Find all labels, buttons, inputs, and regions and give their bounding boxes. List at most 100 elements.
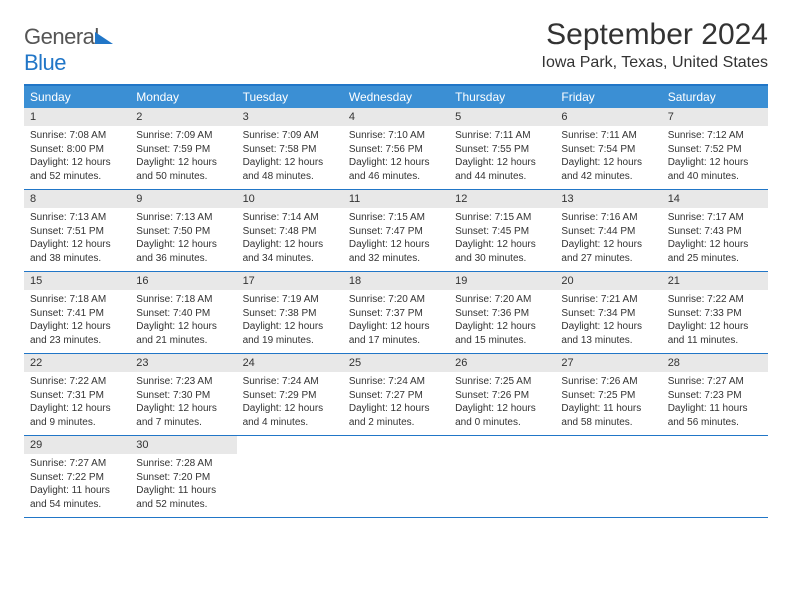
daylight-text-2: and 15 minutes.: [455, 334, 549, 348]
day-cell: 16Sunrise: 7:18 AMSunset: 7:40 PMDayligh…: [130, 272, 236, 353]
day-body: Sunrise: 7:15 AMSunset: 7:45 PMDaylight:…: [449, 208, 555, 271]
day-cell: 13Sunrise: 7:16 AMSunset: 7:44 PMDayligh…: [555, 190, 661, 271]
daylight-text-1: Daylight: 12 hours: [349, 238, 443, 252]
day-body: Sunrise: 7:08 AMSunset: 8:00 PMDaylight:…: [24, 126, 130, 189]
weekday-wed: Wednesday: [343, 86, 449, 108]
day-number: 6: [555, 108, 661, 126]
day-cell: 11Sunrise: 7:15 AMSunset: 7:47 PMDayligh…: [343, 190, 449, 271]
daylight-text-2: and 58 minutes.: [561, 416, 655, 430]
day-cell: [237, 436, 343, 517]
daylight-text-1: Daylight: 12 hours: [30, 320, 124, 334]
sunrise-text: Sunrise: 7:28 AM: [136, 457, 230, 471]
daylight-text-2: and 17 minutes.: [349, 334, 443, 348]
sunrise-text: Sunrise: 7:19 AM: [243, 293, 337, 307]
day-body: Sunrise: 7:18 AMSunset: 7:41 PMDaylight:…: [24, 290, 130, 353]
sunset-text: Sunset: 7:48 PM: [243, 225, 337, 239]
day-body: Sunrise: 7:13 AMSunset: 7:50 PMDaylight:…: [130, 208, 236, 271]
day-number: 11: [343, 190, 449, 208]
daylight-text-2: and 46 minutes.: [349, 170, 443, 184]
day-cell: 18Sunrise: 7:20 AMSunset: 7:37 PMDayligh…: [343, 272, 449, 353]
week-row: 22Sunrise: 7:22 AMSunset: 7:31 PMDayligh…: [24, 354, 768, 436]
daylight-text-1: Daylight: 11 hours: [136, 484, 230, 498]
day-body: Sunrise: 7:15 AMSunset: 7:47 PMDaylight:…: [343, 208, 449, 271]
day-body: Sunrise: 7:13 AMSunset: 7:51 PMDaylight:…: [24, 208, 130, 271]
day-number: 27: [555, 354, 661, 372]
day-number: 15: [24, 272, 130, 290]
weekday-fri: Friday: [555, 86, 661, 108]
day-number: 1: [24, 108, 130, 126]
day-number: 26: [449, 354, 555, 372]
day-body: Sunrise: 7:23 AMSunset: 7:30 PMDaylight:…: [130, 372, 236, 435]
week-row: 1Sunrise: 7:08 AMSunset: 8:00 PMDaylight…: [24, 108, 768, 190]
sunrise-text: Sunrise: 7:20 AM: [455, 293, 549, 307]
daylight-text-1: Daylight: 12 hours: [30, 238, 124, 252]
day-cell: 22Sunrise: 7:22 AMSunset: 7:31 PMDayligh…: [24, 354, 130, 435]
daylight-text-1: Daylight: 12 hours: [561, 156, 655, 170]
daylight-text-2: and 54 minutes.: [30, 498, 124, 512]
day-body: Sunrise: 7:11 AMSunset: 7:55 PMDaylight:…: [449, 126, 555, 189]
sunset-text: Sunset: 7:59 PM: [136, 143, 230, 157]
daylight-text-2: and 0 minutes.: [455, 416, 549, 430]
daylight-text-1: Daylight: 12 hours: [243, 402, 337, 416]
day-number: 17: [237, 272, 343, 290]
sunrise-text: Sunrise: 7:20 AM: [349, 293, 443, 307]
sunset-text: Sunset: 7:54 PM: [561, 143, 655, 157]
daylight-text-1: Daylight: 12 hours: [349, 402, 443, 416]
sunset-text: Sunset: 7:51 PM: [30, 225, 124, 239]
day-body: Sunrise: 7:20 AMSunset: 7:37 PMDaylight:…: [343, 290, 449, 353]
day-number: 2: [130, 108, 236, 126]
sunset-text: Sunset: 7:44 PM: [561, 225, 655, 239]
sunrise-text: Sunrise: 7:08 AM: [30, 129, 124, 143]
logo-text-2: Blue: [24, 50, 66, 75]
daylight-text-2: and 36 minutes.: [136, 252, 230, 266]
daylight-text-1: Daylight: 12 hours: [243, 238, 337, 252]
day-cell: 25Sunrise: 7:24 AMSunset: 7:27 PMDayligh…: [343, 354, 449, 435]
daylight-text-1: Daylight: 12 hours: [561, 320, 655, 334]
sunset-text: Sunset: 7:30 PM: [136, 389, 230, 403]
logo: General Blue: [24, 18, 113, 76]
day-cell: 27Sunrise: 7:26 AMSunset: 7:25 PMDayligh…: [555, 354, 661, 435]
sunset-text: Sunset: 7:37 PM: [349, 307, 443, 321]
day-number: 10: [237, 190, 343, 208]
sunrise-text: Sunrise: 7:16 AM: [561, 211, 655, 225]
day-body: Sunrise: 7:16 AMSunset: 7:44 PMDaylight:…: [555, 208, 661, 271]
day-cell: 28Sunrise: 7:27 AMSunset: 7:23 PMDayligh…: [662, 354, 768, 435]
sunrise-text: Sunrise: 7:22 AM: [30, 375, 124, 389]
day-body: Sunrise: 7:24 AMSunset: 7:27 PMDaylight:…: [343, 372, 449, 435]
sunset-text: Sunset: 7:47 PM: [349, 225, 443, 239]
day-cell: [449, 436, 555, 517]
sunset-text: Sunset: 7:26 PM: [455, 389, 549, 403]
daylight-text-1: Daylight: 12 hours: [455, 320, 549, 334]
daylight-text-2: and 30 minutes.: [455, 252, 549, 266]
sunrise-text: Sunrise: 7:27 AM: [30, 457, 124, 471]
daylight-text-1: Daylight: 12 hours: [136, 320, 230, 334]
day-body: Sunrise: 7:19 AMSunset: 7:38 PMDaylight:…: [237, 290, 343, 353]
sunset-text: Sunset: 7:41 PM: [30, 307, 124, 321]
sunrise-text: Sunrise: 7:14 AM: [243, 211, 337, 225]
day-body: Sunrise: 7:21 AMSunset: 7:34 PMDaylight:…: [555, 290, 661, 353]
sunrise-text: Sunrise: 7:24 AM: [349, 375, 443, 389]
day-cell: 26Sunrise: 7:25 AMSunset: 7:26 PMDayligh…: [449, 354, 555, 435]
week-row: 15Sunrise: 7:18 AMSunset: 7:41 PMDayligh…: [24, 272, 768, 354]
sunrise-text: Sunrise: 7:21 AM: [561, 293, 655, 307]
sunset-text: Sunset: 7:50 PM: [136, 225, 230, 239]
day-cell: 8Sunrise: 7:13 AMSunset: 7:51 PMDaylight…: [24, 190, 130, 271]
day-body: Sunrise: 7:17 AMSunset: 7:43 PMDaylight:…: [662, 208, 768, 271]
daylight-text-1: Daylight: 12 hours: [668, 156, 762, 170]
weekday-sun: Sunday: [24, 86, 130, 108]
day-body: Sunrise: 7:18 AMSunset: 7:40 PMDaylight:…: [130, 290, 236, 353]
day-number: 30: [130, 436, 236, 454]
day-number: 5: [449, 108, 555, 126]
sunrise-text: Sunrise: 7:24 AM: [243, 375, 337, 389]
daylight-text-2: and 42 minutes.: [561, 170, 655, 184]
sunset-text: Sunset: 7:22 PM: [30, 471, 124, 485]
day-body: Sunrise: 7:24 AMSunset: 7:29 PMDaylight:…: [237, 372, 343, 435]
day-number: 8: [24, 190, 130, 208]
daylight-text-1: Daylight: 12 hours: [243, 320, 337, 334]
location: Iowa Park, Texas, United States: [542, 54, 768, 72]
day-body: Sunrise: 7:28 AMSunset: 7:20 PMDaylight:…: [130, 454, 236, 517]
day-number: 13: [555, 190, 661, 208]
sunrise-text: Sunrise: 7:17 AM: [668, 211, 762, 225]
day-number: 22: [24, 354, 130, 372]
day-body: Sunrise: 7:20 AMSunset: 7:36 PMDaylight:…: [449, 290, 555, 353]
